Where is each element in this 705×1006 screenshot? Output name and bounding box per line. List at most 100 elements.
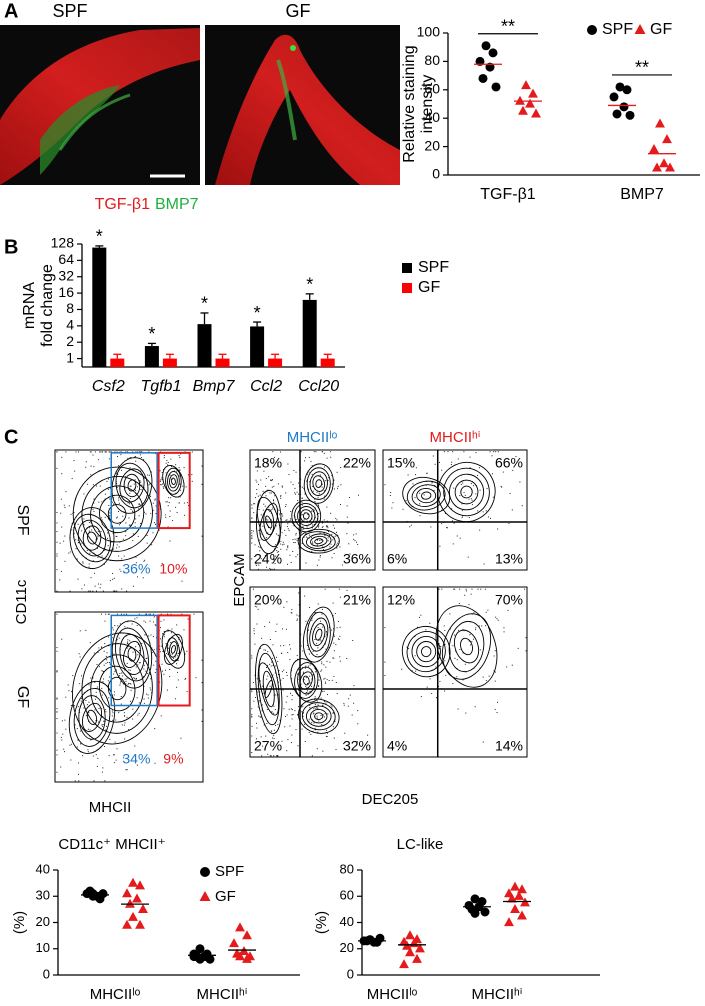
event-dot bbox=[96, 686, 98, 688]
event-dot bbox=[462, 629, 464, 631]
event-dot bbox=[268, 476, 270, 478]
event-dot bbox=[302, 672, 304, 674]
event-dot bbox=[171, 628, 173, 630]
event-dot bbox=[282, 541, 284, 543]
significance: * bbox=[254, 303, 261, 323]
event-dot bbox=[433, 490, 435, 492]
event-dot bbox=[165, 462, 167, 464]
event-dot bbox=[408, 647, 410, 649]
event-dot bbox=[286, 601, 288, 603]
event-dot bbox=[142, 577, 144, 579]
triangle-marker bbox=[132, 893, 142, 903]
event-dot bbox=[326, 525, 328, 527]
contour bbox=[309, 471, 328, 496]
bar bbox=[268, 358, 283, 367]
event-dot bbox=[132, 451, 134, 453]
event-dot bbox=[163, 619, 165, 621]
event-dot bbox=[257, 495, 259, 497]
event-dot bbox=[77, 578, 79, 580]
event-dot bbox=[56, 708, 58, 710]
event-dot bbox=[143, 511, 145, 513]
event-dot bbox=[321, 526, 323, 528]
event-dot bbox=[186, 502, 188, 504]
event-dot bbox=[105, 662, 107, 664]
event-dot bbox=[171, 465, 173, 467]
event-dot bbox=[121, 675, 123, 677]
event-dot bbox=[353, 685, 355, 687]
event-dot bbox=[107, 545, 109, 547]
event-dot bbox=[125, 531, 127, 533]
event-dot bbox=[105, 613, 107, 615]
y-tick-label: 10 bbox=[36, 940, 50, 955]
event-dot bbox=[125, 769, 127, 771]
event-dot bbox=[56, 697, 58, 699]
event-dot bbox=[111, 710, 113, 712]
event-dot bbox=[309, 704, 311, 706]
event-dot bbox=[103, 671, 105, 673]
event-dot bbox=[101, 708, 103, 710]
event-dot bbox=[311, 755, 313, 757]
event-dot bbox=[286, 750, 288, 752]
event-dot bbox=[302, 650, 304, 652]
bar bbox=[320, 358, 335, 367]
event-dot bbox=[402, 508, 404, 510]
event-dot bbox=[277, 534, 279, 536]
event-dot bbox=[122, 515, 124, 517]
event-dot bbox=[314, 703, 316, 705]
circle-marker bbox=[189, 949, 199, 959]
event-dot bbox=[164, 669, 166, 671]
event-dot bbox=[143, 620, 145, 622]
event-dot bbox=[270, 492, 272, 494]
event-dot bbox=[332, 602, 334, 604]
event-dot bbox=[125, 451, 127, 453]
event-dot bbox=[169, 474, 171, 476]
event-dot bbox=[311, 473, 313, 475]
event-dot bbox=[301, 542, 303, 544]
event-dot bbox=[152, 532, 154, 534]
bar bbox=[162, 358, 177, 367]
event-dot bbox=[303, 528, 305, 530]
event-dot bbox=[256, 738, 258, 740]
event-dot bbox=[139, 662, 141, 664]
event-dot bbox=[271, 676, 273, 678]
event-dot bbox=[155, 513, 157, 515]
event-dot bbox=[431, 481, 433, 483]
event-dot bbox=[90, 677, 92, 679]
event-dot bbox=[493, 451, 495, 453]
event-dot bbox=[337, 487, 339, 489]
event-dot bbox=[320, 620, 322, 622]
event-dot bbox=[305, 536, 307, 538]
event-dot bbox=[124, 626, 126, 628]
event-dot bbox=[311, 678, 313, 680]
event-dot bbox=[132, 585, 134, 587]
event-dot bbox=[89, 527, 91, 529]
event-dot bbox=[329, 661, 331, 663]
event-dot bbox=[90, 577, 92, 579]
event-dot bbox=[438, 643, 440, 645]
quadrant-percent: 32% bbox=[343, 738, 371, 754]
event-dot bbox=[291, 678, 293, 680]
event-dot bbox=[269, 755, 271, 757]
event-dot bbox=[307, 623, 309, 625]
event-dot bbox=[143, 676, 145, 678]
circle-marker bbox=[609, 92, 619, 102]
event-dot bbox=[325, 480, 327, 482]
event-dot bbox=[348, 496, 350, 498]
event-dot bbox=[99, 451, 101, 453]
event-dot bbox=[515, 456, 517, 458]
event-dot bbox=[332, 712, 334, 714]
event-dot bbox=[118, 637, 120, 639]
event-dot bbox=[316, 748, 318, 750]
triangle-marker bbox=[510, 903, 520, 913]
event-dot bbox=[449, 628, 451, 630]
event-dot bbox=[112, 629, 114, 631]
event-dot bbox=[96, 537, 98, 539]
event-dot bbox=[435, 697, 437, 699]
event-dot bbox=[333, 552, 335, 554]
event-dot bbox=[317, 704, 319, 706]
event-dot bbox=[113, 691, 115, 693]
event-dot bbox=[315, 520, 317, 522]
event-dot bbox=[259, 691, 261, 693]
event-dot bbox=[136, 625, 138, 627]
event-dot bbox=[294, 538, 296, 540]
